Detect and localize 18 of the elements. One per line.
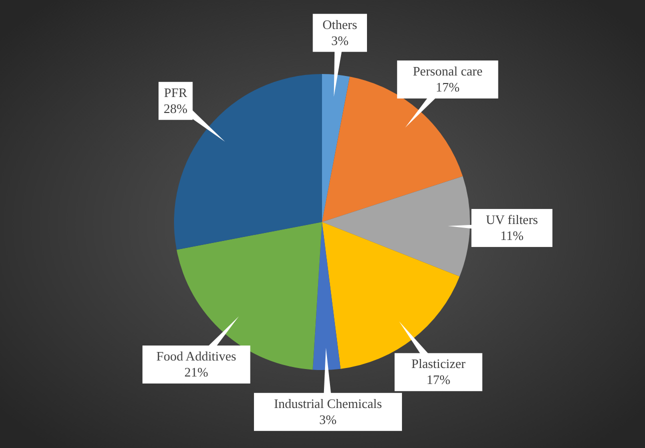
slice-label: Plasticizer <box>411 356 466 372</box>
data-label: 3% <box>319 412 337 427</box>
pie-slice <box>322 76 463 222</box>
data-label: 17% <box>426 372 451 388</box>
slice-label: UV filters <box>486 212 538 227</box>
slice-label: Others <box>322 16 358 32</box>
slice-label: PFR <box>164 84 188 100</box>
data-label: 3% <box>331 32 349 48</box>
data-label: 17% <box>436 79 460 94</box>
slice-label: Personal care <box>412 63 483 78</box>
slice-label: Food Additives <box>156 348 236 364</box>
slice-label: Industrial Chemicals <box>274 396 382 411</box>
pie-slice <box>322 176 470 276</box>
pie-slice <box>322 74 350 222</box>
data-label: 21% <box>184 364 208 380</box>
data-label: 11% <box>500 228 524 243</box>
data-label: 28% <box>164 100 188 116</box>
pie-slice <box>312 222 341 370</box>
